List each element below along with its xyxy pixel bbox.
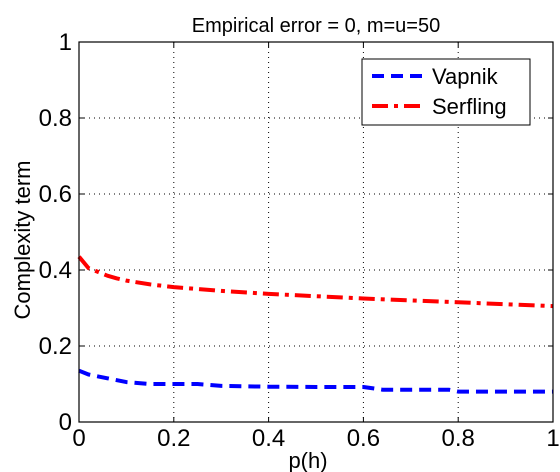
y-tick-label: 0.2 — [39, 333, 72, 360]
x-tick-label: 1 — [546, 425, 559, 452]
x-tick-label: 0 — [72, 425, 85, 452]
legend-label-vapnik: Vapnik — [432, 64, 499, 89]
x-tick-label: 0.4 — [252, 425, 285, 452]
x-tick-label: 0.6 — [347, 425, 380, 452]
y-tick-label: 0.4 — [39, 257, 72, 284]
series-line-serfling — [77, 255, 554, 309]
x-axis-label: p(h) — [288, 448, 327, 472]
chart-title: Empirical error = 0, m=u=50 — [192, 15, 440, 37]
series-group — [77, 255, 554, 394]
y-tick-label: 0.8 — [39, 105, 72, 132]
y-tick-label: 0.6 — [39, 181, 72, 208]
x-tick-label: 0.2 — [157, 425, 190, 452]
y-tick-label: 1 — [59, 29, 72, 56]
legend: Vapnik Serfling — [361, 58, 531, 126]
y-tick-label: 0 — [59, 409, 72, 436]
x-tick-label: 0.8 — [442, 425, 475, 452]
legend-label-serfling: Serfling — [432, 94, 507, 119]
legend-box — [361, 58, 531, 126]
plot-frame — [78, 41, 554, 423]
y-axis-label: Complexity term — [10, 161, 35, 320]
series-line-vapnik — [78, 368, 553, 394]
ticks: 0 0.2 0.4 0.6 0.8 1 0 0.2 0.4 0.6 0.8 1 — [39, 29, 560, 452]
